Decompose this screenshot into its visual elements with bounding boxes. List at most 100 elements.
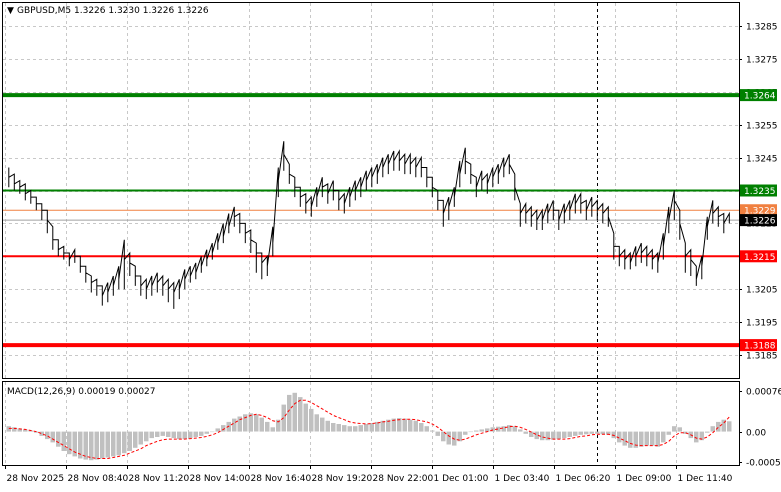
chart-menu-icon[interactable]: ▼ — [7, 6, 14, 16]
macd-bar — [193, 431, 198, 437]
macd-bar — [248, 413, 253, 432]
time-axis[interactable]: 28 Nov 2025 28 Nov 08:40 28 Nov 11:20 28 No… — [5, 465, 733, 484]
macd-bar — [644, 431, 649, 446]
macd-signal-line — [8, 399, 730, 459]
macd-bar — [160, 431, 165, 436]
level-tag-label: 1.3188 — [744, 342, 776, 352]
macd-bar — [507, 425, 512, 432]
macd-axis: 0.00076 0.00 -0.00056 — [739, 388, 781, 469]
macd-bar — [694, 431, 699, 443]
macd-bar — [45, 431, 50, 440]
macd-bar — [12, 427, 17, 432]
macd-bar — [28, 430, 33, 432]
macd-bar — [182, 431, 187, 440]
macd-bar — [254, 414, 259, 432]
macd-bar — [50, 431, 55, 443]
macd-bar — [485, 428, 490, 432]
macd-bar — [567, 431, 572, 437]
macd-bar — [683, 431, 688, 434]
macd-bar — [380, 420, 385, 432]
price-tick-label: 1.3195 — [746, 319, 778, 329]
price-tick-label: 1.3275 — [746, 56, 778, 66]
macd-bar — [83, 431, 88, 460]
macd-bar — [72, 431, 77, 457]
macd-bar — [61, 431, 66, 451]
time-tick-label: 28 Nov 22:00 — [373, 474, 434, 484]
macd-bar — [177, 431, 182, 440]
macd-bar — [232, 418, 237, 432]
macd-bar — [336, 424, 341, 432]
macd-bar — [512, 426, 517, 432]
macd-indicator-label: MACD(12,26,9) 0.00019 0.00027 — [7, 387, 156, 397]
macd-bar — [188, 431, 193, 439]
macd-tick-label: 0.00076 — [746, 388, 781, 398]
macd-bar — [463, 431, 468, 435]
macd-bar — [34, 431, 39, 433]
macd-bar — [446, 431, 451, 445]
time-tick-label: 1 Dec 03:40 — [495, 474, 550, 484]
macd-bar — [39, 431, 44, 436]
macd-bar — [413, 420, 418, 432]
macd-bar — [611, 431, 616, 439]
macd-bar — [342, 425, 347, 432]
macd-bar — [314, 414, 319, 432]
macd-bar — [122, 431, 127, 454]
macd-bar — [479, 429, 484, 432]
time-tick-label: 28 Nov 19:20 — [312, 474, 373, 484]
macd-bar — [523, 431, 528, 434]
macd-bar — [116, 431, 121, 456]
macd-bar — [716, 421, 721, 432]
macd-bar — [430, 430, 435, 432]
macd-bar — [386, 419, 391, 432]
level-price-tags: 1.3264 1.3235 1.3229 1.3215 1.3188 1.3226 — [740, 89, 777, 352]
macd-bar — [529, 431, 534, 437]
macd-bar — [468, 431, 473, 433]
level-lines[interactable] — [3, 93, 739, 348]
time-tick-label: 28 Nov 2025 — [7, 474, 65, 484]
level-tag-label: 1.3215 — [744, 253, 776, 263]
macd-bar — [358, 425, 363, 432]
macd-bar — [628, 431, 633, 448]
macd-bar — [408, 419, 413, 432]
macd-bar — [287, 394, 292, 432]
macd-bar — [56, 431, 61, 447]
macd-bar — [501, 426, 506, 432]
macd-bar — [562, 431, 567, 439]
macd-bar — [67, 431, 72, 455]
level-tag-label: 1.3264 — [744, 92, 776, 102]
macd-bar — [391, 418, 396, 432]
time-tick-label: 1 Dec 09:00 — [617, 474, 672, 484]
macd-bar — [551, 431, 556, 440]
macd-bar — [727, 421, 732, 432]
macd-bar — [650, 431, 655, 446]
time-tick-label: 28 Nov 16:40 — [251, 474, 312, 484]
macd-bar — [259, 417, 264, 432]
macd-bar — [347, 426, 352, 432]
macd-bar — [6, 426, 11, 432]
level-tag-bg — [740, 184, 777, 197]
macd-bar — [606, 431, 611, 435]
macd-bar — [721, 419, 726, 432]
macd-bar — [171, 431, 176, 439]
macd-bar — [204, 431, 209, 434]
macd-bar — [556, 431, 561, 440]
macd-bar — [617, 431, 622, 443]
macd-bar — [89, 431, 94, 461]
macd-bar — [309, 408, 314, 432]
macd-bar — [402, 418, 407, 432]
macd-bar — [589, 431, 594, 434]
macd-bar — [573, 431, 578, 436]
macd-bar — [78, 431, 83, 459]
time-tick-label: 1 Dec 06:20 — [556, 474, 611, 484]
macd-bar — [133, 431, 138, 448]
macd-bar — [578, 431, 583, 435]
macd-bar — [457, 431, 462, 442]
macd-bar — [622, 431, 627, 446]
macd-tick-label: -0.00056 — [746, 459, 781, 469]
macd-bar — [435, 431, 440, 436]
macd-bar — [441, 431, 446, 442]
macd-bar — [677, 427, 682, 432]
macd-bar — [397, 418, 402, 432]
